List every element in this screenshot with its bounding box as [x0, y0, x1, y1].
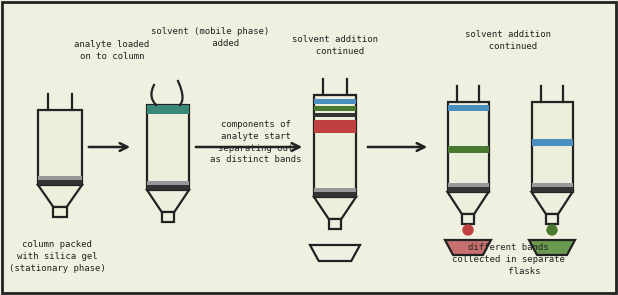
Bar	[314, 192, 356, 197]
Circle shape	[547, 225, 557, 235]
Text: solvent (mobile phase)
      added: solvent (mobile phase) added	[151, 27, 269, 48]
Bar	[314, 99, 356, 104]
Circle shape	[463, 225, 473, 235]
Bar	[314, 113, 356, 117]
Text: components of
analyte start
separating out
as distinct bands: components of analyte start separating o…	[210, 120, 302, 164]
Bar	[531, 183, 572, 187]
Bar	[38, 180, 82, 185]
Bar	[447, 102, 488, 192]
Bar	[329, 219, 341, 229]
Bar	[314, 106, 356, 111]
Bar	[38, 110, 82, 185]
Bar	[447, 146, 488, 153]
Bar	[531, 187, 572, 192]
Polygon shape	[38, 185, 82, 207]
Bar	[314, 188, 356, 192]
Text: different bands
collected in separate
      flasks: different bands collected in separate fl…	[452, 243, 564, 276]
Bar	[531, 102, 572, 192]
Bar	[447, 187, 488, 192]
Text: solvent addition
  continued: solvent addition continued	[465, 30, 551, 51]
Bar	[462, 214, 474, 224]
Bar	[162, 212, 174, 222]
Bar	[147, 181, 189, 185]
Polygon shape	[445, 240, 491, 255]
Bar	[531, 139, 572, 146]
Bar	[147, 105, 189, 114]
Bar	[53, 207, 67, 217]
Text: solvent addition
  continued: solvent addition continued	[292, 35, 378, 56]
Bar	[147, 185, 189, 190]
Bar	[447, 183, 488, 187]
Bar	[38, 176, 82, 180]
Polygon shape	[447, 192, 488, 214]
Polygon shape	[531, 192, 572, 214]
Polygon shape	[314, 197, 356, 219]
Polygon shape	[147, 190, 189, 212]
Bar	[147, 105, 189, 190]
Bar	[546, 214, 558, 224]
Text: analyte loaded
on to column: analyte loaded on to column	[74, 40, 150, 61]
Bar	[314, 120, 356, 133]
Bar	[314, 95, 356, 197]
Polygon shape	[310, 245, 360, 261]
Bar	[447, 105, 488, 111]
Text: column packed
with silica gel
(stationary phase): column packed with silica gel (stationar…	[9, 240, 106, 273]
Polygon shape	[529, 240, 575, 255]
